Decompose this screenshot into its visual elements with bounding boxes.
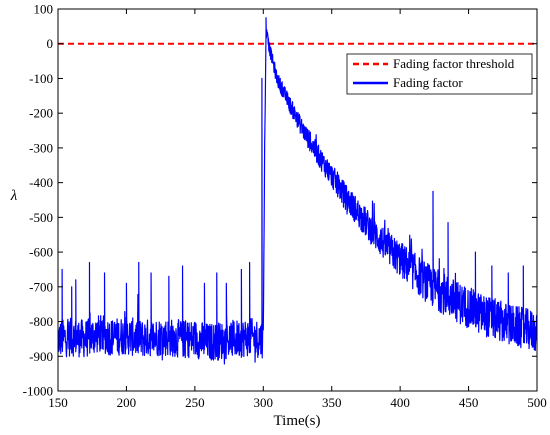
y-tick-label: -100 xyxy=(29,71,53,86)
legend-label-threshold: Fading factor threshold xyxy=(393,56,515,71)
x-axis-ticks: 150 200 250 300 350 400 450 500 xyxy=(48,9,547,410)
x-tick-label: 200 xyxy=(117,395,137,410)
x-tick-label: 300 xyxy=(254,395,274,410)
legend-box xyxy=(346,53,533,95)
x-tick-label: 350 xyxy=(322,395,342,410)
y-tick-label: -400 xyxy=(29,175,53,190)
y-tick-label: 100 xyxy=(34,2,54,17)
y-tick-label: -600 xyxy=(29,245,53,260)
y-tick-label: 0 xyxy=(47,36,54,51)
x-tick-label: 450 xyxy=(459,395,479,410)
y-tick-label: -200 xyxy=(29,106,53,121)
y-tick-label: -900 xyxy=(29,349,53,364)
y-tick-label: -800 xyxy=(29,314,53,329)
plot-area xyxy=(58,17,537,365)
y-tick-label: -300 xyxy=(29,140,53,155)
fading-factor-line xyxy=(58,17,537,365)
y-tick-label: -1000 xyxy=(23,384,53,399)
x-tick-label: 400 xyxy=(390,395,410,410)
y-axis-title: λ xyxy=(10,188,18,204)
y-axis-ticks: 100 0 -100 -200 -300 -400 -500 -600 -700 -800 -900… xyxy=(23,2,537,399)
series-layer xyxy=(58,17,537,365)
x-tick-label: 500 xyxy=(527,395,547,410)
x-tick-label: 150 xyxy=(48,395,68,410)
x-axis-title: Time(s) xyxy=(274,413,321,429)
legend-label-fading-factor: Fading factor xyxy=(393,75,463,90)
x-tick-label: 250 xyxy=(185,395,205,410)
y-tick-label: -700 xyxy=(29,279,53,294)
axes-frame xyxy=(57,8,538,392)
y-tick-label: -500 xyxy=(29,210,53,225)
legend: Fading factor threshold Fading factor xyxy=(346,53,533,95)
